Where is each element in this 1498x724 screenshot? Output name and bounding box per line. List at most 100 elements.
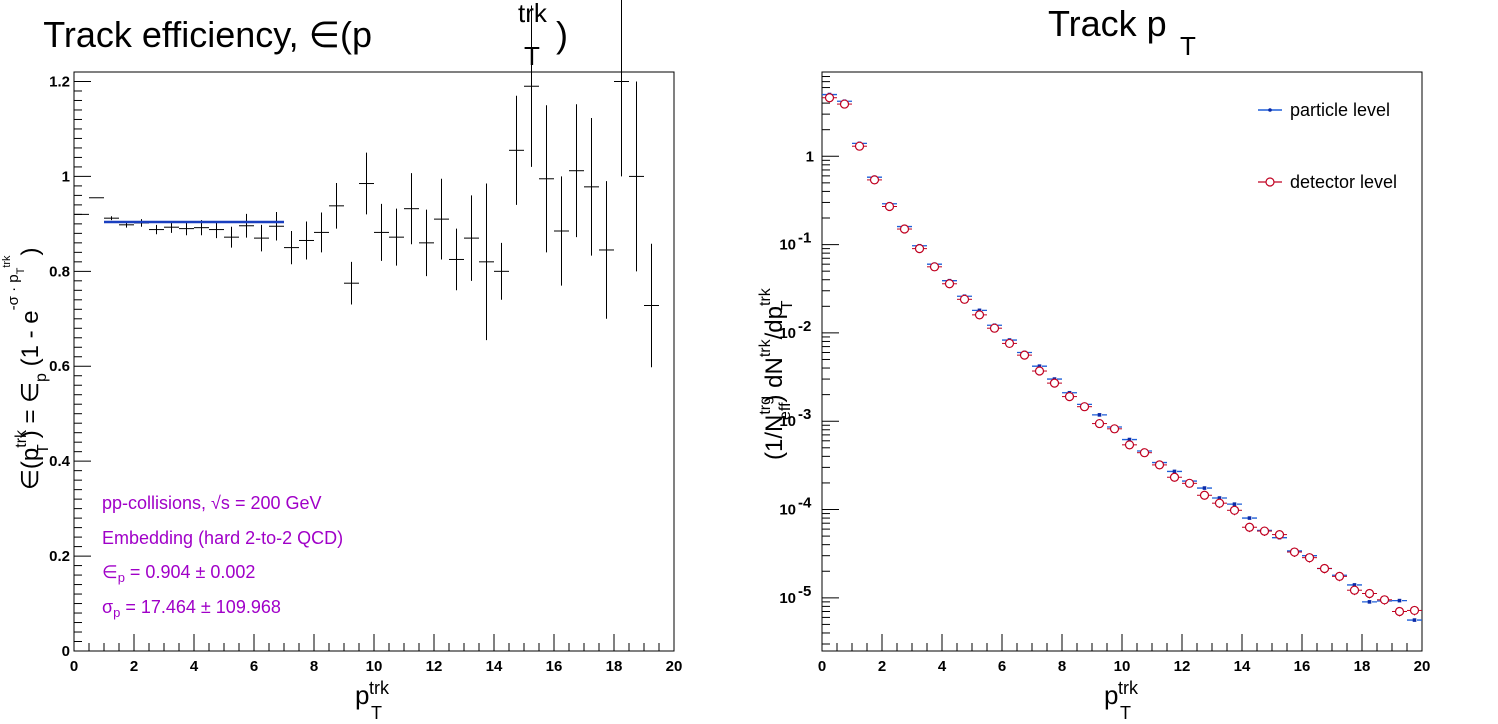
annotation-eps-p: ∈p = 0.904 ± 0.002 bbox=[102, 562, 255, 585]
detector-level-point bbox=[1347, 585, 1362, 596]
x-tick-label: 16 bbox=[546, 658, 563, 675]
particle-level-point bbox=[1032, 364, 1047, 368]
x-tick-label: 6 bbox=[998, 658, 1006, 675]
y-tick-label: 0 bbox=[62, 643, 70, 660]
efficiency-point bbox=[149, 224, 164, 235]
x-tick-label: 4 bbox=[190, 658, 199, 675]
detector-level-point bbox=[1377, 595, 1392, 605]
annotation-embedding: Embedding (hard 2-to-2 QCD) bbox=[102, 528, 343, 548]
detector-level-point bbox=[1167, 472, 1182, 482]
efficiency-title-close: ) bbox=[556, 14, 568, 55]
particle-level-point bbox=[1092, 413, 1107, 417]
y-tick-exponent: -3 bbox=[798, 406, 811, 423]
particle-level-point bbox=[1122, 437, 1137, 442]
efficiency-point bbox=[224, 226, 239, 248]
efficiency-point bbox=[614, 0, 629, 177]
detector-level-point bbox=[1272, 529, 1287, 540]
pt-spectrum-panel: Track p T 0 2 4 6 8 10 12 14 16 18 20110-110-210-3… bbox=[757, 3, 1430, 723]
efficiency-point bbox=[239, 213, 254, 238]
y-tick-label: 1 bbox=[806, 148, 814, 165]
efficiency-point bbox=[464, 195, 479, 281]
efficiency-point bbox=[314, 212, 329, 253]
x-tick-label: 16 bbox=[1294, 658, 1311, 675]
y-tick-label: 1 bbox=[62, 168, 70, 185]
detector-level-point bbox=[882, 201, 897, 212]
detector-level-point bbox=[1317, 563, 1332, 574]
efficiency-point bbox=[584, 118, 599, 256]
efficiency-ticks: 0 2 4 6 8 10 12 14 16 18 20 0 0.2 0.4 0.6 0.8 1 1.2 bbox=[49, 73, 682, 675]
particle-level-point bbox=[1407, 618, 1422, 622]
y-tick-label: 10 bbox=[779, 413, 796, 430]
y-tick-exponent: -2 bbox=[798, 318, 811, 335]
detector-level-point bbox=[1182, 478, 1197, 488]
efficiency-point bbox=[644, 243, 659, 368]
detector-level-point bbox=[1212, 498, 1227, 509]
efficiency-title: Track efficiency, ∈(p bbox=[43, 14, 372, 55]
efficiency-point bbox=[554, 176, 569, 286]
spectrum-title: Track p bbox=[1048, 3, 1167, 44]
detector-level-point bbox=[1392, 606, 1407, 617]
annotation-sigma-p: σp = 17.464 ± 109.968 bbox=[102, 597, 281, 620]
detector-level-point bbox=[852, 141, 867, 151]
efficiency-point bbox=[479, 183, 494, 341]
x-tick-label: 12 bbox=[1174, 658, 1191, 675]
efficiency-annotations: pp-collisions, √s = 200 GeV Embedding (h… bbox=[102, 493, 343, 620]
efficiency-point bbox=[254, 224, 269, 252]
spectrum-plot-frame bbox=[821, 71, 1423, 652]
x-tick-label: 0 bbox=[818, 658, 826, 675]
detector-level-point bbox=[1092, 418, 1107, 429]
svg-text:trk: trk bbox=[369, 678, 390, 698]
particle-level-point bbox=[1227, 502, 1242, 506]
efficiency-point bbox=[359, 152, 374, 215]
legend-detector-marker bbox=[1265, 177, 1275, 187]
y-tick-label: 10 bbox=[779, 502, 796, 519]
legend-particle-label: particle level bbox=[1290, 100, 1390, 120]
efficiency-point bbox=[344, 261, 359, 305]
efficiency-point bbox=[404, 173, 419, 245]
legend-detector-label: detector level bbox=[1290, 172, 1397, 192]
efficiency-point bbox=[329, 183, 344, 229]
x-tick-label: 18 bbox=[1354, 658, 1371, 675]
detector-level-point bbox=[987, 323, 1002, 333]
spectrum-title-sub: T bbox=[1180, 31, 1196, 61]
particle-level-point bbox=[1362, 600, 1377, 604]
efficiency-xlabel: p trk T bbox=[355, 678, 390, 723]
x-tick-label: 8 bbox=[1058, 658, 1066, 675]
detector-level-point bbox=[822, 93, 837, 103]
annotation-collisions: pp-collisions, √s = 200 GeV bbox=[102, 493, 322, 513]
x-tick-label: 20 bbox=[666, 658, 683, 675]
x-tick-label: 20 bbox=[1414, 658, 1431, 675]
detector-level-point bbox=[1302, 553, 1317, 563]
y-tick-label: 0.8 bbox=[49, 263, 70, 280]
svg-text:trk: trk bbox=[1118, 678, 1139, 698]
efficiency-point bbox=[104, 216, 119, 221]
detector-level-point bbox=[1107, 424, 1122, 434]
detector-level-point bbox=[1152, 460, 1167, 470]
x-tick-label: 14 bbox=[1234, 658, 1251, 675]
detector-level-point bbox=[867, 175, 882, 185]
detector-level-point bbox=[1032, 366, 1047, 376]
detector-level-point bbox=[1242, 522, 1257, 533]
x-tick-label: 10 bbox=[366, 658, 383, 675]
efficiency-ylabel: ∈(ptrkT) = ∈p (1 - e-σ · pTtrk) bbox=[1, 247, 52, 490]
detector-level-point bbox=[1257, 526, 1272, 536]
x-tick-label: 10 bbox=[1114, 658, 1131, 675]
efficiency-point bbox=[299, 221, 314, 260]
spectrum-legend: particle level detector level bbox=[1258, 100, 1397, 192]
svg-text:p: p bbox=[355, 680, 369, 710]
y-tick-exponent: -4 bbox=[798, 495, 812, 512]
efficiency-panel: Track efficiency, ∈(p trk T ) 0 2 4 6 8 10 12 1… bbox=[1, 0, 682, 723]
particle-level-point bbox=[1167, 469, 1182, 474]
detector-level-point bbox=[1362, 588, 1377, 599]
particle-level-point bbox=[1197, 486, 1212, 490]
efficiency-point bbox=[509, 95, 524, 205]
detector-level-point bbox=[942, 279, 957, 289]
y-tick-label: 0.6 bbox=[49, 358, 70, 375]
x-tick-label: 2 bbox=[878, 658, 886, 675]
detector-level-point bbox=[1137, 448, 1152, 458]
detector-level-point bbox=[1062, 391, 1077, 402]
y-tick-label: 10 bbox=[779, 325, 796, 342]
y-tick-label: 10 bbox=[779, 237, 796, 254]
y-tick-label: 0.2 bbox=[49, 548, 70, 565]
